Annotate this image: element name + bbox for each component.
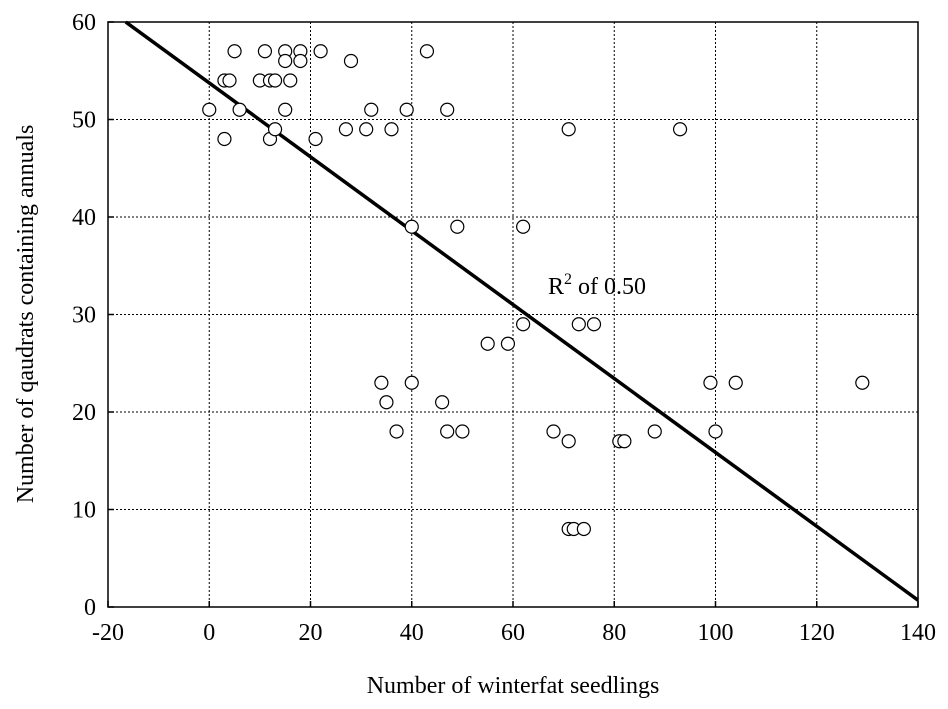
- x-tick-label: 80: [602, 620, 626, 646]
- x-tick-label: 120: [799, 620, 835, 646]
- point: [278, 102, 293, 117]
- point: [399, 102, 414, 117]
- plot-frame: [107, 21, 919, 608]
- point: [278, 53, 293, 69]
- y-axis-title: Number of qaudrats containing annuals: [13, 125, 39, 504]
- y-tick-label: 30: [72, 303, 96, 329]
- y-tick-label: 50: [72, 108, 96, 134]
- point: [308, 131, 323, 147]
- point: [202, 102, 217, 117]
- point: [379, 395, 394, 410]
- point: [546, 424, 561, 439]
- point: [855, 375, 870, 390]
- point: [617, 434, 632, 449]
- point: [283, 73, 298, 88]
- point: [222, 73, 237, 88]
- y-tick-label: 60: [72, 10, 96, 36]
- x-tick-label: 60: [501, 620, 525, 646]
- x-tick-label: 20: [299, 620, 323, 646]
- point: [561, 434, 576, 449]
- point: [232, 102, 247, 117]
- point: [480, 336, 495, 351]
- annotation: R2 of 0.50: [548, 271, 646, 300]
- point: [440, 102, 455, 117]
- point: [435, 395, 450, 410]
- point: [267, 73, 283, 88]
- y-tick-label: 40: [72, 205, 96, 231]
- x-tick-label: 0: [203, 620, 215, 646]
- point: [364, 102, 379, 117]
- point: [293, 53, 308, 69]
- y-tick-label: 20: [72, 400, 96, 426]
- point: [374, 375, 389, 390]
- point: [516, 317, 531, 332]
- y-tick-label: 10: [72, 498, 96, 524]
- x-tick-label: -20: [92, 620, 124, 646]
- point: [343, 53, 359, 69]
- point: [313, 44, 328, 59]
- point: [267, 122, 283, 137]
- point: [359, 122, 374, 137]
- point: [404, 219, 419, 234]
- y-tick-label: 0: [84, 595, 96, 621]
- point: [500, 336, 516, 351]
- point: [227, 44, 242, 59]
- point: [404, 375, 419, 390]
- point: [647, 424, 662, 439]
- point: [455, 424, 470, 439]
- point: [440, 424, 455, 439]
- annotation-base: R: [548, 274, 564, 300]
- x-tick-label: 100: [698, 620, 734, 646]
- point: [419, 44, 435, 59]
- point: [450, 219, 465, 234]
- point: [217, 131, 232, 147]
- annotation-sup: 2: [564, 271, 572, 288]
- fit-line: [124, 20, 920, 602]
- x-axis-title: Number of winterfat seedlings: [367, 673, 660, 699]
- point: [571, 317, 586, 332]
- point: [708, 424, 723, 439]
- annotation-rest: of 0.50: [572, 274, 646, 300]
- point: [389, 424, 404, 439]
- point: [338, 122, 354, 137]
- point: [586, 317, 602, 332]
- point: [561, 122, 576, 137]
- point: [384, 122, 399, 137]
- point: [257, 44, 273, 59]
- point: [672, 122, 688, 137]
- point: [728, 375, 743, 390]
- point: [703, 375, 718, 390]
- x-tick-label: 40: [400, 620, 424, 646]
- point: [576, 521, 591, 537]
- point: [516, 219, 531, 234]
- x-tick-label: 140: [900, 620, 936, 646]
